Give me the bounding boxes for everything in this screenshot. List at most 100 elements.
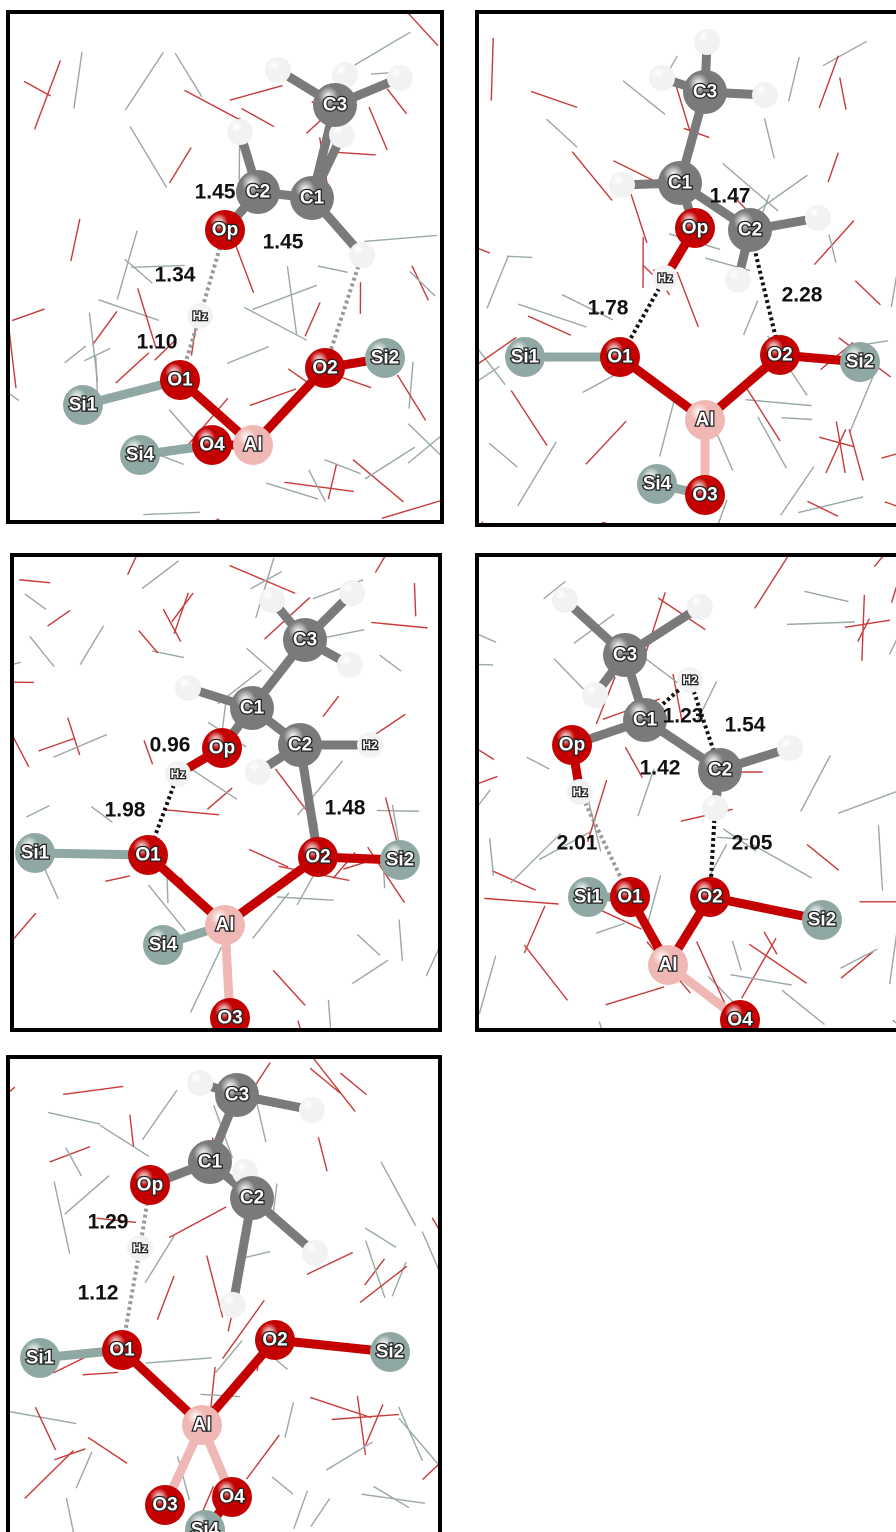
framework-line	[874, 528, 896, 566]
atom-label: Si2	[846, 352, 875, 373]
framework-line	[65, 1176, 109, 1215]
atom-label: Si2	[386, 850, 415, 871]
framework-line	[287, 266, 296, 335]
atom-label: C2	[240, 1188, 264, 1209]
distance-label: 1.45	[195, 181, 236, 204]
framework-line	[586, 421, 626, 464]
framework-line	[230, 86, 283, 101]
framework-line	[48, 1113, 100, 1124]
framework-line	[554, 659, 584, 689]
framework-line	[798, 497, 863, 513]
atom-label: C3	[225, 1085, 249, 1106]
framework-line	[298, 1021, 305, 1045]
framework-line	[642, 656, 679, 684]
framework-line	[0, 913, 36, 958]
framework-line	[89, 312, 97, 381]
distance-label: 1.34	[155, 264, 196, 287]
distance-label: 1.54	[725, 714, 766, 737]
framework-line	[599, 1022, 610, 1058]
atom-label: Al	[244, 435, 263, 456]
framework-line	[787, 622, 855, 624]
framework-line	[572, 152, 612, 201]
atom-label: C2	[738, 220, 762, 241]
atom-label: Si1	[21, 843, 50, 864]
framework-line	[399, 1418, 444, 1470]
framework-line	[189, 768, 237, 799]
framework-line	[758, 417, 787, 469]
framework-line	[328, 1000, 333, 1073]
hydrogen	[582, 682, 608, 708]
framework-line	[285, 1402, 293, 1437]
framework-line	[828, 153, 838, 182]
framework-line	[890, 934, 896, 984]
hydrogen	[609, 172, 635, 198]
framework-line	[819, 437, 854, 447]
framework-line	[74, 52, 82, 109]
framework-line	[840, 77, 846, 109]
framework-line	[116, 353, 149, 383]
framework-line	[410, 271, 436, 296]
framework-line	[412, 266, 429, 301]
atom-label: O2	[312, 358, 337, 379]
atom-label: O2	[262, 1330, 287, 1351]
framework-line	[392, 1262, 406, 1296]
framework-line	[408, 424, 444, 459]
distance-label: 1.98	[105, 799, 146, 822]
hydrogen	[259, 587, 285, 613]
framework-line	[353, 460, 404, 502]
distance-label: 2.01	[557, 832, 598, 855]
framework-line	[340, 1073, 366, 1095]
atom-label: O2	[697, 887, 722, 908]
framework-line	[166, 810, 219, 815]
framework-line	[840, 949, 877, 968]
framework-line	[247, 648, 279, 676]
atom-label: Al	[216, 915, 235, 936]
framework-line	[606, 987, 664, 1005]
framework-line	[782, 990, 825, 1024]
framework-line	[207, 788, 232, 809]
framework-line	[807, 844, 839, 870]
framework-line	[80, 626, 103, 665]
atom-label: O4	[219, 1487, 245, 1508]
hydrogen	[175, 675, 201, 701]
framework-line	[660, 397, 675, 456]
hydrogen	[687, 594, 713, 620]
framework-line	[399, 920, 402, 961]
atom-label: Hz	[171, 767, 186, 781]
atom-label: C2	[288, 735, 312, 756]
framework-line	[408, 419, 461, 463]
atom-label: O4	[727, 1010, 753, 1031]
distance-label: 1.29	[88, 1211, 129, 1234]
framework-line	[174, 593, 188, 634]
framework-line	[432, 1218, 457, 1260]
distance-label: 1.47	[710, 185, 751, 208]
framework-line	[891, 257, 896, 307]
framework-line	[885, 502, 896, 512]
framework-line	[755, 556, 789, 609]
framework-line	[596, 923, 625, 933]
framework-line	[744, 301, 758, 335]
hydrogen	[387, 65, 413, 91]
framework-line	[246, 1435, 279, 1479]
atom-label: H2	[362, 738, 378, 752]
framework-line	[6, 1411, 76, 1424]
framework-line	[66, 1498, 74, 1532]
framework-line	[781, 466, 814, 515]
distance-label: 1.10	[137, 331, 178, 354]
distance-label: 1.23	[663, 705, 704, 728]
framework-line	[826, 429, 846, 473]
atom-label: Si4	[191, 1520, 220, 1532]
framework-line	[3, 717, 29, 766]
atom-label: O4	[199, 435, 225, 456]
framework-line	[203, 1486, 214, 1511]
atom-label: O1	[167, 370, 193, 391]
atom-label: C3	[293, 630, 317, 651]
framework-line	[38, 738, 75, 751]
framework-line	[310, 1068, 340, 1093]
framework-line	[829, 235, 836, 263]
atom-label: Op	[209, 738, 235, 759]
atom-label: O1	[617, 887, 643, 908]
atom-label: Si2	[371, 348, 400, 369]
atom-label: Si1	[26, 1348, 55, 1369]
framework-line	[365, 1259, 385, 1285]
